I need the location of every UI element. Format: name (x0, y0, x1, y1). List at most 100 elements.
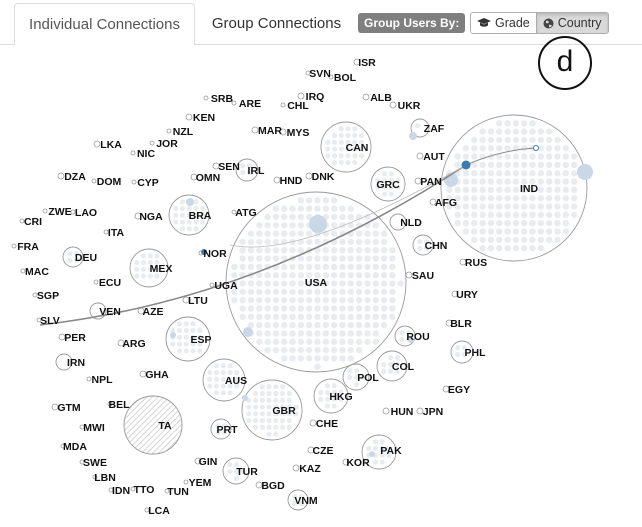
user-node[interactable] (379, 445, 385, 452)
user-node[interactable] (239, 280, 246, 287)
user-node[interactable] (347, 321, 354, 329)
user-node[interactable] (479, 128, 486, 135)
user-node[interactable] (322, 355, 330, 362)
user-node[interactable] (462, 178, 470, 185)
user-node[interactable] (279, 411, 286, 417)
user-node[interactable] (197, 348, 203, 354)
user-node[interactable] (272, 313, 280, 320)
user-node[interactable] (504, 170, 511, 177)
user-node[interactable] (256, 230, 263, 237)
tab-group-connections[interactable]: Group Connections (211, 15, 342, 32)
user-node[interactable] (347, 238, 354, 246)
user-node[interactable] (512, 170, 520, 177)
user-node[interactable] (479, 186, 486, 194)
user-node[interactable] (259, 411, 265, 417)
user-node[interactable] (355, 280, 363, 287)
user-node[interactable] (364, 238, 371, 246)
user-node[interactable] (331, 146, 338, 152)
highlighted-user-node[interactable] (242, 395, 248, 401)
user-node[interactable] (512, 236, 520, 243)
country-circle-are[interactable] (231, 100, 237, 106)
user-node[interactable] (297, 346, 305, 354)
user-node[interactable] (570, 178, 578, 185)
user-node[interactable] (479, 244, 486, 252)
country-circle-fra[interactable] (11, 243, 17, 249)
user-node[interactable] (339, 280, 346, 287)
user-node[interactable] (521, 186, 528, 194)
user-node[interactable] (264, 296, 271, 304)
user-node[interactable] (504, 211, 511, 219)
user-node[interactable] (67, 251, 73, 257)
user-node[interactable] (233, 475, 240, 481)
user-node[interactable] (200, 219, 206, 225)
user-node[interactable] (496, 161, 503, 169)
user-node[interactable] (379, 452, 385, 458)
user-node[interactable] (330, 338, 338, 345)
user-node[interactable] (252, 417, 259, 424)
user-node[interactable] (281, 296, 288, 304)
country-circle-egy[interactable] (442, 385, 450, 393)
user-node[interactable] (364, 213, 371, 221)
user-node[interactable] (281, 313, 288, 320)
user-node[interactable] (461, 345, 468, 351)
user-node[interactable] (281, 205, 288, 212)
user-node[interactable] (154, 273, 160, 279)
country-circle-atg[interactable] (231, 209, 237, 215)
user-node[interactable] (358, 139, 365, 145)
user-node[interactable] (521, 178, 528, 185)
user-node[interactable] (322, 296, 330, 304)
user-node[interactable] (247, 321, 255, 329)
user-node[interactable] (455, 351, 461, 358)
user-node[interactable] (227, 363, 233, 369)
user-node[interactable] (446, 203, 453, 210)
user-node[interactable] (388, 177, 394, 184)
country-circle-grc[interactable] (370, 166, 406, 202)
country-circle-ury[interactable] (451, 290, 459, 298)
user-node[interactable] (306, 355, 313, 362)
user-node[interactable] (364, 230, 371, 237)
user-node[interactable] (353, 368, 360, 374)
user-node[interactable] (529, 211, 536, 219)
user-node[interactable] (521, 236, 528, 243)
user-node[interactable] (372, 280, 379, 287)
user-node[interactable] (521, 203, 528, 210)
highlighted-user-node[interactable] (369, 451, 375, 457)
user-node[interactable] (322, 230, 330, 237)
user-node[interactable] (325, 153, 331, 159)
user-node[interactable] (252, 390, 259, 397)
user-node[interactable] (364, 313, 371, 320)
user-node[interactable] (462, 145, 470, 152)
user-node[interactable] (297, 230, 305, 237)
user-node[interactable] (183, 341, 189, 347)
user-node[interactable] (322, 197, 330, 204)
user-node[interactable] (471, 186, 478, 194)
user-node[interactable] (423, 245, 430, 252)
user-node[interactable] (246, 417, 252, 424)
user-node[interactable] (281, 222, 288, 229)
user-node[interactable] (213, 363, 220, 369)
user-node[interactable] (360, 374, 366, 381)
user-node[interactable] (147, 266, 153, 272)
user-node[interactable] (570, 170, 578, 177)
user-node[interactable] (387, 368, 394, 374)
highlighted-user-node[interactable] (409, 132, 417, 140)
user-node[interactable] (272, 321, 280, 329)
user-node[interactable] (240, 163, 246, 169)
user-node[interactable] (272, 255, 280, 262)
user-node[interactable] (259, 417, 265, 424)
user-node[interactable] (330, 205, 338, 212)
user-node[interactable] (462, 170, 470, 177)
user-node[interactable] (279, 424, 286, 430)
user-node[interactable] (471, 228, 478, 235)
user-node[interactable] (289, 247, 296, 254)
user-node[interactable] (479, 219, 486, 227)
user-node[interactable] (266, 397, 272, 403)
user-node[interactable] (298, 500, 305, 507)
user-node[interactable] (529, 136, 536, 144)
user-node[interactable] (562, 228, 569, 235)
user-node[interactable] (220, 363, 226, 369)
user-node[interactable] (364, 338, 371, 345)
user-node[interactable] (297, 305, 305, 312)
user-node[interactable] (306, 238, 313, 246)
country-circle-sgp[interactable] (32, 292, 38, 298)
